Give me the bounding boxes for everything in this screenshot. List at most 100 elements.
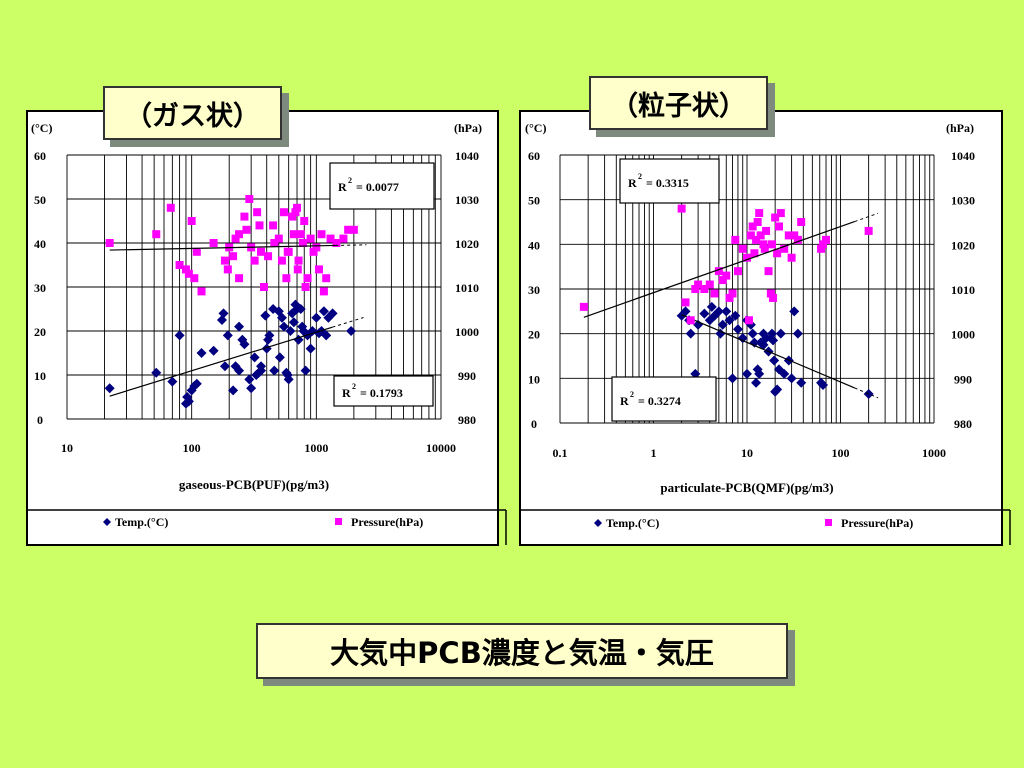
temp-point <box>264 330 275 341</box>
r-squared-label: R <box>338 180 347 194</box>
trendline <box>109 244 336 251</box>
temp-point <box>327 308 338 319</box>
pressure-point <box>270 239 279 247</box>
temp-point <box>274 352 285 363</box>
temp-point <box>321 330 332 341</box>
pressure-point <box>166 203 175 212</box>
trendline-extension <box>854 212 879 223</box>
y-left-tick-label: 40 <box>528 238 540 252</box>
pressure-point <box>756 231 765 240</box>
x-tick-label: 1000 <box>304 441 328 455</box>
r-squared-exponent: 2 <box>630 390 634 399</box>
y-left-tick-label: 30 <box>34 281 46 295</box>
temp-point <box>246 383 257 394</box>
pressure-point <box>300 217 309 225</box>
pressure-point <box>306 234 315 243</box>
temp-point <box>769 355 780 366</box>
r-squared-label: R <box>342 386 351 400</box>
pressure-point <box>314 265 323 274</box>
legend: Temp.(°C) Pressure(hPa) <box>103 515 423 529</box>
y-left-tick-label: 50 <box>34 193 46 207</box>
pressure-point <box>769 293 778 302</box>
temp-point <box>346 326 357 336</box>
pressure-point <box>686 316 695 325</box>
series-temp <box>676 301 879 399</box>
y-left-tick-label: 30 <box>528 283 540 297</box>
r-squared-value: = 0.3274 <box>638 394 681 408</box>
pressure-point <box>731 235 740 244</box>
legend-item-label: Temp.(°C) <box>606 516 659 530</box>
r-squared-frame <box>329 162 435 210</box>
pressure-point <box>274 234 283 243</box>
temp-point <box>256 361 267 372</box>
legend-item-label: Pressure(hPa) <box>841 516 913 530</box>
pressure-point <box>190 274 199 283</box>
temp-point <box>690 368 701 379</box>
pressure-point <box>746 231 755 240</box>
temp-point <box>305 343 316 354</box>
x-tick-label: 10 <box>61 441 73 455</box>
temp-point <box>249 352 260 363</box>
pressure-point <box>694 280 703 289</box>
chart-panel-2: 0102030405060980990100010101020103010400… <box>519 110 1011 546</box>
pressure-point <box>771 213 780 222</box>
legend-temp-marker <box>103 518 111 526</box>
pressure-point <box>197 287 206 296</box>
pressure-point <box>282 274 291 283</box>
temp-point <box>680 306 691 317</box>
pressure-point <box>790 231 799 240</box>
x-tick-label: 100 <box>183 441 201 455</box>
temp-point <box>234 365 245 376</box>
r-squared-frame <box>619 158 720 204</box>
temp-point <box>792 328 803 339</box>
trendline <box>109 326 333 397</box>
pressure-point <box>235 230 244 239</box>
pressure-point <box>255 221 264 230</box>
pressure-point <box>253 208 262 217</box>
pressure-point <box>319 287 328 296</box>
pressure-point <box>579 302 588 311</box>
temp-point <box>261 343 272 354</box>
pressure-point <box>289 230 298 239</box>
temp-point <box>732 324 743 335</box>
pressure-point <box>784 231 793 240</box>
pressure-point <box>269 221 278 230</box>
y-right-tick-label: 1020 <box>951 238 975 252</box>
temp-point <box>747 328 758 339</box>
y-left-tick-label: 0 <box>531 417 537 431</box>
pressure-point <box>738 244 747 253</box>
legend-pressure-marker <box>335 518 342 525</box>
x-tick-label: 0.1 <box>553 446 568 460</box>
r-squared-box: R 2 = 0.0077 <box>329 162 435 210</box>
temp-point <box>721 306 732 317</box>
pressure-point <box>192 247 201 256</box>
pressure-point <box>187 217 196 225</box>
temp-point <box>219 361 230 372</box>
pressure-point <box>332 239 341 247</box>
trendline <box>583 221 855 318</box>
temp-point <box>278 321 289 332</box>
trendline-extension <box>335 244 367 246</box>
r-squared-exponent: 2 <box>638 172 642 181</box>
pressure-point <box>760 244 769 253</box>
r-squared-value: = 0.3315 <box>646 176 689 190</box>
r-squared-frame <box>611 376 717 422</box>
pressure-point <box>303 274 312 283</box>
y-left-axis-label: (°C) <box>525 121 546 135</box>
pressure-point <box>152 230 161 239</box>
r-squared-box: R 2 = 0.1793 <box>333 375 434 407</box>
trendline-extension <box>854 387 879 399</box>
temp-point <box>196 348 207 358</box>
pressure-point <box>700 285 709 293</box>
temp-point <box>742 368 752 379</box>
temp-point <box>786 373 797 384</box>
temp-point <box>779 368 790 379</box>
temp-point <box>222 330 233 341</box>
y-right-tick-label: 1000 <box>455 325 479 339</box>
temp-point <box>285 326 296 336</box>
pressure-point <box>229 252 238 261</box>
pressure-point <box>326 234 335 243</box>
x-tick-label: 100 <box>832 446 850 460</box>
y-right-tick-label: 990 <box>458 369 476 383</box>
